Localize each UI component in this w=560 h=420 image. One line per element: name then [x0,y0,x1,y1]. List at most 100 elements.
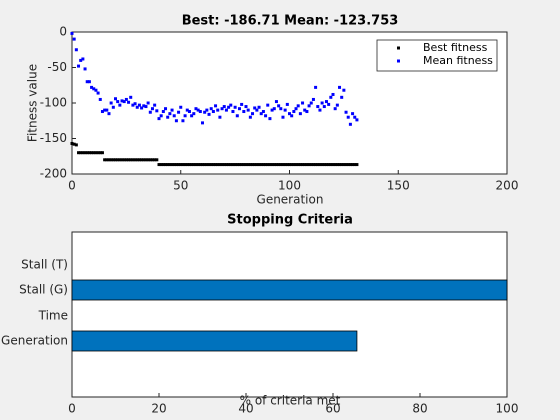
marker [148,110,152,114]
marker [96,151,100,155]
marker [303,163,307,167]
marker [111,105,115,109]
marker [161,110,165,114]
chart-title: Best: -186.71 Mean: -123.753 [182,14,399,29]
marker [264,114,268,118]
x-tick-label: 50 [173,179,188,193]
marker [185,163,189,167]
marker [94,88,98,92]
marker [140,106,144,110]
marker [216,163,220,167]
marker [181,163,185,167]
marker [253,106,257,110]
marker [307,104,311,108]
marker [127,100,131,104]
marker [111,158,115,162]
marker [211,110,215,114]
marker [272,107,276,111]
marker [220,163,224,167]
marker [109,101,113,105]
marker [135,105,139,109]
marker [120,99,124,103]
marker [259,163,263,167]
marker [198,163,202,167]
marker [205,108,209,112]
marker [85,151,89,155]
x-tick-label: 80 [412,402,427,416]
marker [181,119,185,123]
marker [103,108,107,112]
marker [257,105,261,109]
marker [81,57,85,61]
marker [196,108,200,112]
x-label: Generation [257,193,324,207]
marker [229,163,233,167]
marker [105,108,109,112]
marker [142,104,146,108]
marker [316,105,320,109]
marker [294,107,298,111]
marker [268,163,272,167]
marker [322,163,326,167]
marker [281,163,285,167]
marker [235,114,239,118]
marker [303,108,307,112]
marker [322,105,326,109]
marker [161,163,165,167]
marker [192,163,196,167]
marker [148,158,152,162]
marker [294,163,298,167]
marker [122,100,126,104]
legend-marker [397,59,400,63]
marker [150,158,154,162]
marker [301,101,305,105]
marker [190,163,194,167]
marker [131,103,135,107]
marker [201,121,204,125]
marker [235,163,239,167]
marker [83,151,87,155]
marker [201,163,204,167]
marker [79,151,83,155]
marker [194,107,198,111]
marker [233,105,237,109]
marker [170,108,174,112]
marker [107,112,111,116]
marker [227,105,231,109]
marker [318,163,322,167]
marker [103,158,107,162]
marker [203,163,207,167]
marker [244,105,248,109]
marker [133,102,137,106]
marker [168,112,172,116]
chart-title: Stopping Criteria [227,213,353,228]
marker [222,105,226,109]
marker [244,163,248,167]
marker [183,163,187,167]
marker [231,163,235,167]
marker [335,103,339,107]
marker [203,110,207,114]
marker [118,103,122,107]
marker [253,163,257,167]
marker [131,158,135,162]
marker [342,163,346,167]
marker [257,163,261,167]
marker [351,163,355,167]
marker [172,163,176,167]
marker [90,151,94,155]
marker [324,100,328,104]
marker [311,163,315,167]
marker [170,163,174,167]
marker [209,163,213,167]
marker [218,115,222,119]
x-tick-label: 20 [151,402,166,416]
marker [351,112,355,116]
marker [255,163,259,167]
marker [338,85,342,89]
marker [90,85,94,89]
marker [346,163,350,167]
legend [376,39,498,72]
marker [231,110,235,114]
marker [259,112,263,116]
